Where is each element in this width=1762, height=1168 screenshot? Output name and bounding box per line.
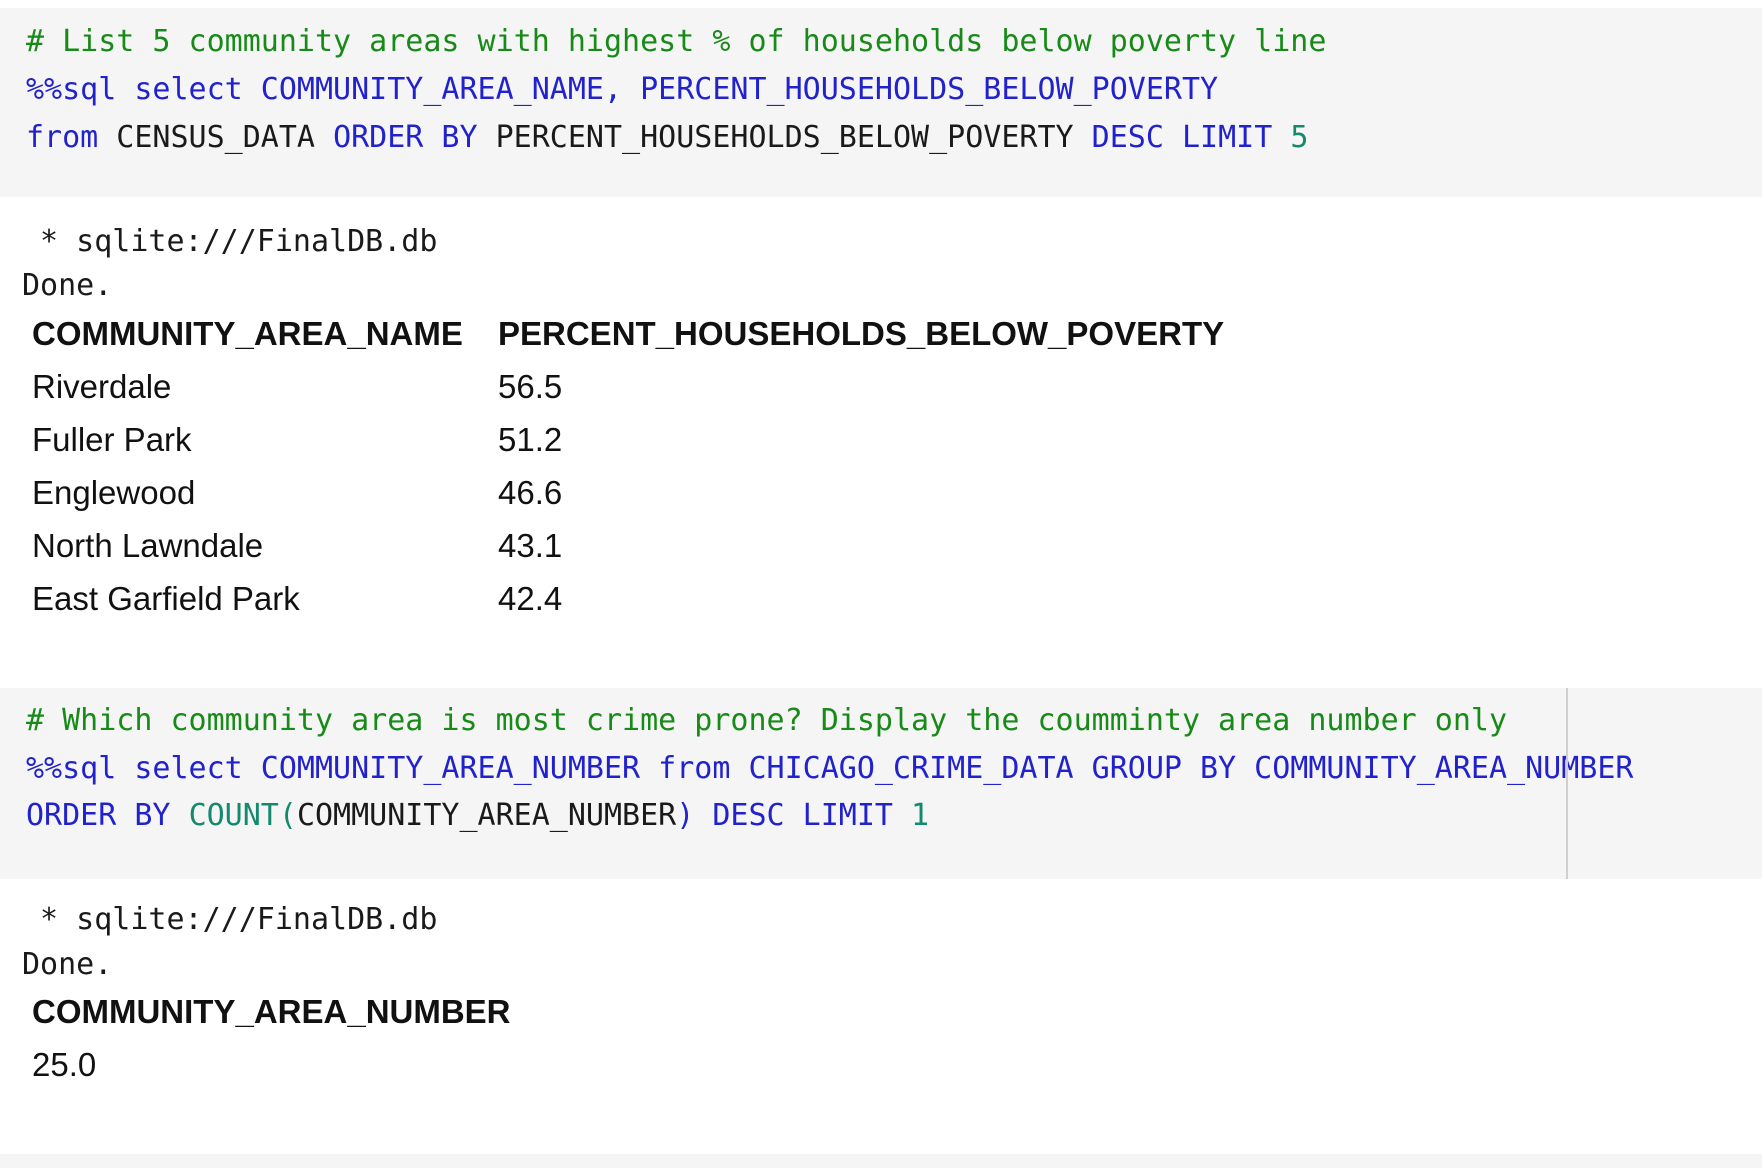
connection-text: * sqlite:///FinalDB.db <box>22 224 438 259</box>
cell-output-1: * sqlite:///FinalDB.db Done. COMMUNITY_A… <box>0 216 1762 686</box>
code-line: # List 5 community areas with highest % … <box>26 18 1326 66</box>
code-token: # Which community area is most crime pro… <box>26 703 1508 738</box>
code-line: # Which community area is most crime pro… <box>26 697 1507 745</box>
table-cell: Englewood <box>32 474 196 511</box>
code-token: # List 5 community areas with highest % … <box>26 24 1327 59</box>
code-token: 5 <box>1272 120 1309 155</box>
cell-output-2: * sqlite:///FinalDB.db Done. COMMUNITY_A… <box>0 898 1762 1148</box>
code-token: PERCENT_HOUSEHOLDS_BELOW_POVERTY <box>477 120 1092 155</box>
code-cell-2[interactable]: # Which community area is most crime pro… <box>0 688 1762 879</box>
code-token: %%sql select COMMUNITY_AREA_NAME, PERCEN… <box>26 72 1219 107</box>
code-token: 1 <box>911 798 930 833</box>
code-line: %%sql select COMMUNITY_AREA_NAME, PERCEN… <box>26 66 1218 114</box>
table-cell: Riverdale <box>32 368 172 405</box>
code-token: ORDER BY <box>333 120 478 155</box>
code-token: COMMUNITY_AREA_NUMBER <box>296 798 677 833</box>
table-cell: 43.1 <box>498 527 563 564</box>
status-text: Done. <box>22 268 113 303</box>
table-cell: East Garfield Park <box>32 580 300 617</box>
code-cell-3[interactable] <box>0 1154 1762 1168</box>
text-cursor <box>1566 688 1568 879</box>
table-cell: 46.6 <box>498 474 563 511</box>
code-line: from CENSUS_DATA ORDER BY PERCENT_HOUSEH… <box>26 114 1308 162</box>
code-token: COUNT( <box>188 798 297 833</box>
status-text: Done. <box>22 947 113 982</box>
code-token: CENSUS_DATA <box>98 120 334 155</box>
code-token: ) <box>676 798 713 833</box>
table-cell: North Lawndale <box>32 527 264 564</box>
column-header: PERCENT_HOUSEHOLDS_BELOW_POVERTY <box>498 315 1225 352</box>
code-cell-1[interactable]: # List 5 community areas with highest % … <box>0 8 1762 197</box>
table-cell: 25.0 <box>32 1046 97 1083</box>
table-cell: 56.5 <box>498 368 563 405</box>
code-token: DESC LIMIT <box>712 798 912 833</box>
table-cell: 51.2 <box>498 421 563 458</box>
code-token: from <box>26 120 99 155</box>
column-header: COMMUNITY_AREA_NUMBER <box>32 993 511 1030</box>
code-line: ORDER BY COUNT(COMMUNITY_AREA_NUMBER) DE… <box>26 792 929 840</box>
code-token: %%sql select COMMUNITY_AREA_NUMBER from … <box>26 751 1634 786</box>
code-line: %%sql select COMMUNITY_AREA_NUMBER from … <box>26 745 1633 793</box>
connection-text: * sqlite:///FinalDB.db <box>22 902 438 937</box>
column-header: COMMUNITY_AREA_NAME <box>32 315 463 352</box>
table-cell: Fuller Park <box>32 421 192 458</box>
code-token: DESC LIMIT <box>1091 120 1273 155</box>
table-cell: 42.4 <box>498 580 563 617</box>
code-token: ORDER BY <box>26 798 189 833</box>
